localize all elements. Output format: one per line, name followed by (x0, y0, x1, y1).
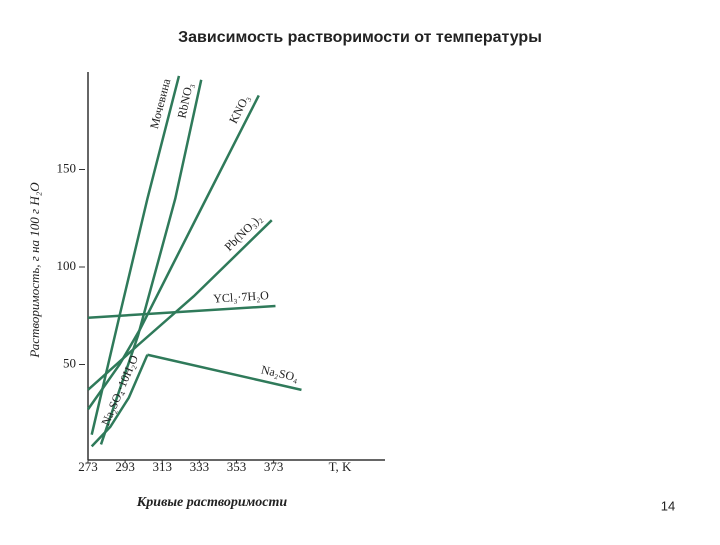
x-axis-label: T, K (329, 459, 352, 474)
caption: Кривые растворимости (136, 495, 288, 510)
y-tick-label: 150 (57, 160, 77, 175)
x-tick-label: 293 (115, 459, 135, 474)
curve (87, 219, 273, 391)
y-axis-label: Растворимость, г на 100 г H₂O (27, 182, 42, 359)
curve (99, 79, 203, 445)
y-tick-label: 50 (63, 355, 76, 370)
series-label: KNO₃ (226, 92, 252, 125)
x-tick-label: 313 (153, 459, 173, 474)
x-tick-label: 273 (78, 459, 98, 474)
x-tick-label: 353 (227, 459, 247, 474)
x-tick-label: 373 (264, 459, 284, 474)
curve (87, 304, 276, 319)
curve (86, 94, 260, 411)
y-tick-label: 100 (57, 258, 77, 273)
chart-title: Зависимость растворимости от температуры (178, 29, 542, 46)
series-label: Мочевина (147, 77, 173, 131)
x-tick-label: 333 (190, 459, 210, 474)
series-label: YCl₃·7H₂O (213, 288, 270, 305)
curve (147, 353, 302, 392)
page-number: 14 (661, 498, 675, 513)
curve (90, 354, 149, 448)
